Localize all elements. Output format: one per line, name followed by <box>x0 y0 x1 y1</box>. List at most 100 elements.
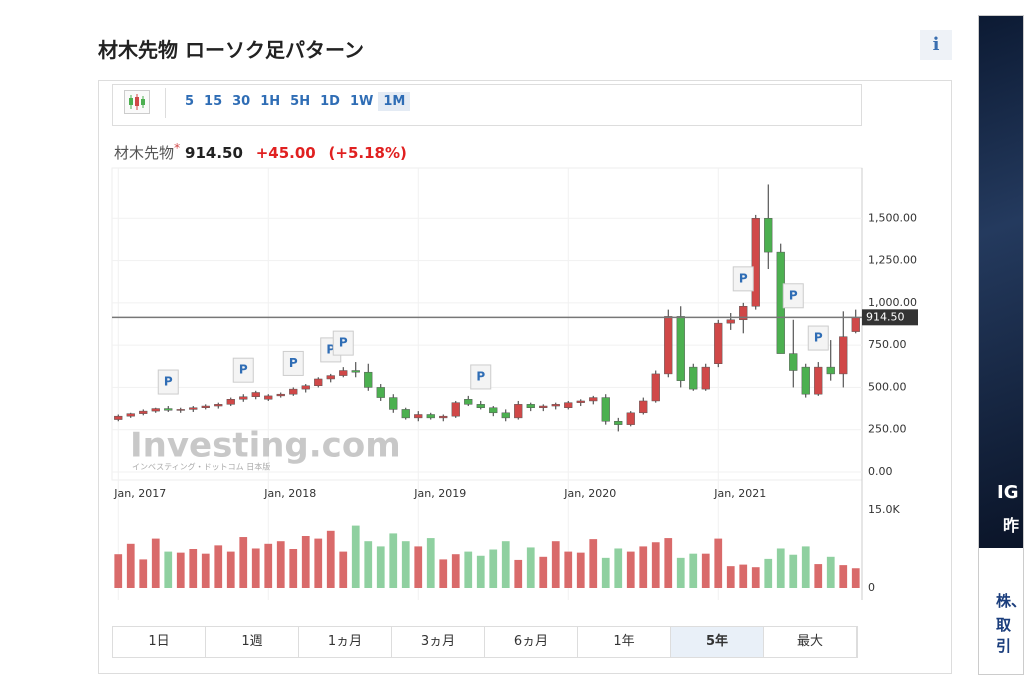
candle-body <box>214 404 223 407</box>
volume-bar <box>376 546 385 588</box>
chart-type-button[interactable] <box>124 90 150 114</box>
candle-body <box>414 414 423 419</box>
y-tick-label: 500.00 <box>868 380 907 393</box>
volume-bar <box>501 541 510 588</box>
chart-panel <box>98 80 952 674</box>
candle-body <box>464 399 473 405</box>
candle-body <box>614 421 623 425</box>
watermark: Investing.com <box>130 426 401 466</box>
volume-bar <box>814 564 823 588</box>
volume-bar <box>389 533 398 588</box>
range-button[interactable]: 最大 <box>764 627 857 657</box>
volume-bar <box>439 559 448 588</box>
event-marker-label: P <box>739 271 748 285</box>
range-button[interactable]: 6ヵ月 <box>485 627 578 657</box>
interval-button[interactable]: 1H <box>260 94 281 109</box>
candle-body <box>426 414 435 419</box>
ad-text: 株、 <box>996 592 1024 610</box>
event-marker <box>232 357 254 383</box>
candle-body <box>539 405 548 408</box>
candle-body <box>739 305 748 321</box>
info-button[interactable]: i <box>920 30 952 60</box>
candle-body <box>789 353 798 371</box>
volume-bar <box>151 538 160 588</box>
candle-body <box>151 408 160 412</box>
ad-text: IG <box>997 482 1019 503</box>
candle-body <box>389 397 398 410</box>
candle-body <box>239 396 248 400</box>
range-button[interactable]: 1年 <box>578 627 671 657</box>
range-button[interactable]: 5年 <box>671 627 764 657</box>
candle-body <box>589 397 598 402</box>
instrument: 材木先物 <box>114 144 175 162</box>
volume-bar <box>226 551 235 588</box>
x-tick-label: Jan, 2021 <box>713 487 766 500</box>
candle-body <box>851 317 860 332</box>
candle-body <box>314 378 323 386</box>
interval-button[interactable]: 5H <box>290 94 311 109</box>
event-marker-label: P <box>239 363 248 377</box>
interval-button[interactable]: 1M <box>378 92 411 111</box>
candle-body <box>364 371 373 388</box>
volume-bar <box>676 557 685 588</box>
volume-bar <box>489 549 498 588</box>
interval-button[interactable]: 30 <box>232 94 251 109</box>
volume-bar <box>751 567 760 588</box>
candle-body <box>189 407 198 410</box>
volume-bar <box>726 566 735 588</box>
interval-button[interactable]: 1D <box>320 94 340 109</box>
candle-body <box>664 316 673 375</box>
candle-body <box>226 399 235 405</box>
volume-bar <box>614 548 623 588</box>
interval-bar: 5 15 30 1H 5H 1D 1W 1M <box>180 92 411 111</box>
price: 914.50 <box>185 144 243 162</box>
volume-bar <box>264 543 273 588</box>
x-tick-label: Jan, 2019 <box>413 487 466 500</box>
candle-body <box>164 408 173 411</box>
volume-bar <box>689 553 698 588</box>
candle-body <box>289 388 298 395</box>
volume-bar <box>214 545 223 588</box>
volume-bar <box>714 538 723 588</box>
interval-button[interactable]: 1W <box>349 94 374 109</box>
interval-button[interactable]: 5 <box>185 94 195 109</box>
event-marker <box>807 325 829 351</box>
range-button[interactable]: 1日 <box>113 627 206 657</box>
quote: 材木先物* 914.50 +45.00 (+5.18%) <box>114 140 407 163</box>
y-tick-label: 1,500.00 <box>868 211 917 224</box>
change: +45.00 <box>255 144 316 162</box>
event-marker <box>782 283 804 309</box>
volume-bar <box>851 568 860 588</box>
event-marker-label: P <box>814 331 823 345</box>
title: 材木先物 ローソク足パターン <box>98 38 364 62</box>
event-marker <box>732 266 754 292</box>
y-tick-label: 250.00 <box>868 423 907 436</box>
volume-bar <box>401 541 410 588</box>
range-button[interactable]: 1週 <box>206 627 299 657</box>
volume-bar <box>839 565 848 588</box>
ad-image[interactable] <box>978 15 1024 548</box>
volume-bar <box>526 547 535 588</box>
candle-body <box>564 402 573 408</box>
candle-body <box>489 407 498 414</box>
interval-button[interactable]: 15 <box>204 94 223 109</box>
range-button[interactable]: 3ヵ月 <box>392 627 485 657</box>
volume-bar <box>801 546 810 588</box>
volume-bar <box>639 546 648 588</box>
volume-bar <box>589 539 598 588</box>
event-marker-label: P <box>339 336 348 350</box>
volume-bar <box>251 548 260 588</box>
candle-body <box>326 375 335 380</box>
event-marker-label: P <box>789 288 798 302</box>
range-button[interactable]: 1ヵ月 <box>299 627 392 657</box>
candle-body <box>601 397 610 422</box>
y-tick-label: 1,250.00 <box>868 254 917 267</box>
volume-bar <box>314 538 323 588</box>
event-marker-label: P <box>164 375 173 389</box>
volume-bar <box>239 537 248 588</box>
x-tick-label: Jan, 2017 <box>113 487 166 500</box>
volume-bar <box>164 551 173 588</box>
candle-body <box>451 402 460 417</box>
volume-bar <box>351 525 360 588</box>
